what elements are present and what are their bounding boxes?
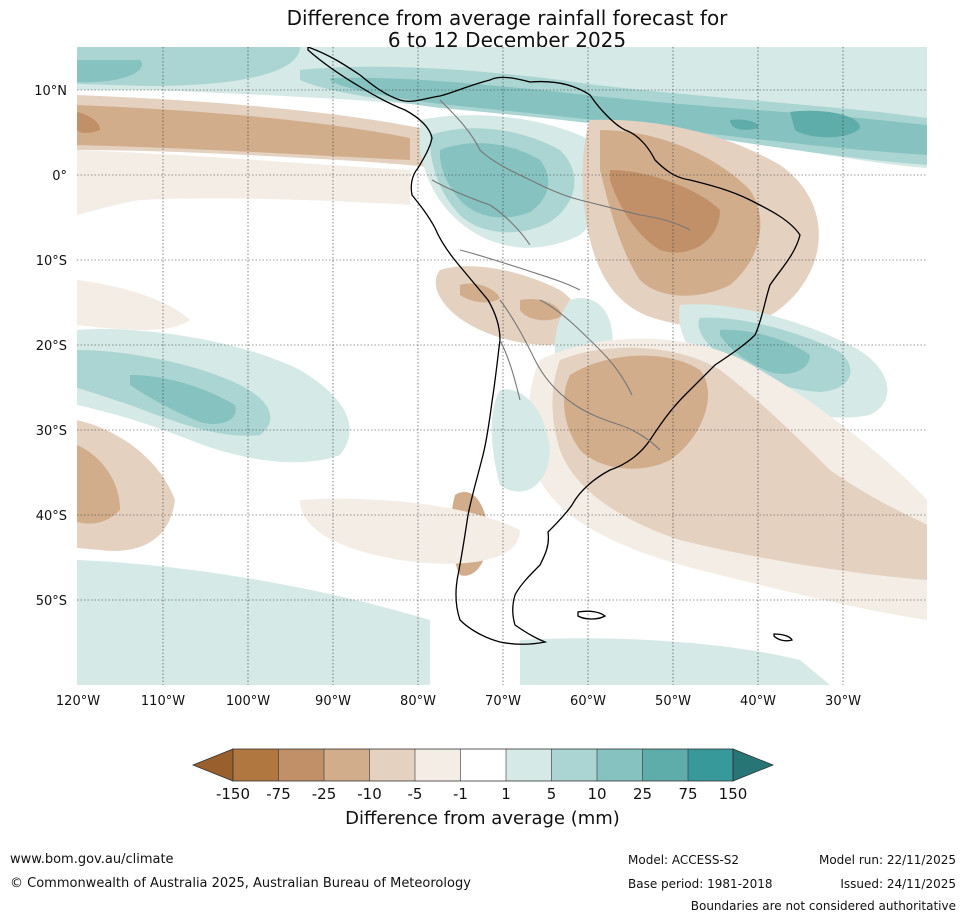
lon-label-50w: 50°W <box>655 694 691 709</box>
lat-label-30s: 30°S <box>36 424 67 439</box>
lon-label-70w: 70°W <box>485 694 521 709</box>
colorbar-label: Difference from average (mm) <box>345 808 620 829</box>
copyright-notice: © Commonwealth of Australia 2025, Austra… <box>10 876 471 891</box>
lat-label-50s: 50°S <box>36 594 67 609</box>
country-borders <box>431 99 691 451</box>
website-link[interactable]: www.bom.gov.au/climate <box>10 852 174 867</box>
lat-label-20s: 20°S <box>36 339 67 354</box>
colorbar-tick-label: 5 <box>547 785 557 803</box>
colorbar-tick-label: -10 <box>357 785 382 803</box>
lat-label-10s: 10°S <box>36 254 67 269</box>
issued-date: Issued: 24/11/2025 <box>840 877 956 891</box>
rainfall-anomaly-field <box>77 47 927 685</box>
colorbar-tick-label: 1 <box>501 785 511 803</box>
colorbar-swatch <box>688 749 733 781</box>
colorbar-swatch <box>460 749 506 781</box>
lat-label-0: 0° <box>52 169 67 184</box>
colorbar-tick-label: 150 <box>719 785 748 803</box>
lon-label-100w: 100°W <box>226 694 270 709</box>
map-title-line-1: Difference from average rainfall forecas… <box>286 6 728 30</box>
lon-label-110w: 110°W <box>141 694 185 709</box>
colorbar-swatch <box>369 749 415 781</box>
colorbar-swatch <box>278 749 324 781</box>
colorbar-tick-label: -5 <box>408 785 423 803</box>
disclaimer: Boundaries are not considered authoritat… <box>690 899 956 913</box>
colorbar-swatch <box>642 749 688 781</box>
lat-label-40s: 40°S <box>36 509 67 524</box>
colorbar-swatch <box>415 749 461 781</box>
lon-label-60w: 60°W <box>570 694 606 709</box>
coastlines <box>307 47 801 645</box>
lon-label-80w: 80°W <box>400 694 436 709</box>
colorbar-swatch <box>324 749 370 781</box>
colorbar-swatch <box>506 749 552 781</box>
colorbar-tick-label: 25 <box>633 785 652 803</box>
model-name: Model: ACCESS-S2 <box>628 853 740 867</box>
colorbar-swatch <box>551 749 597 781</box>
graticule <box>77 47 927 685</box>
colorbar-tick-label: -1 <box>453 785 468 803</box>
colorbar-tick-label: -25 <box>312 785 337 803</box>
map-title-line-2: 6 to 12 December 2025 <box>387 28 627 52</box>
lon-label-120w: 120°W <box>56 694 100 709</box>
colorbar-swatch <box>233 749 279 781</box>
lon-label-90w: 90°W <box>315 694 351 709</box>
lat-label-10n: 10°N <box>34 84 67 99</box>
lon-label-30w: 30°W <box>825 694 861 709</box>
base-period: Base period: 1981-2018 <box>628 877 773 891</box>
colorbar-tick-label: -75 <box>266 785 291 803</box>
colorbar-arrow-high <box>732 748 775 782</box>
model-run-date: Model run: 22/11/2025 <box>818 853 956 867</box>
colorbar-arrow-low <box>191 748 234 782</box>
colorbar-tick-label: 10 <box>587 785 606 803</box>
colorbar: -150 -75 -25 -10 -5 -1 1 5 10 25 75 150 <box>191 748 775 803</box>
lon-label-40w: 40°W <box>740 694 776 709</box>
colorbar-tick-label: 75 <box>678 785 697 803</box>
colorbar-tick-label: -150 <box>216 785 250 803</box>
colorbar-swatch <box>597 749 643 781</box>
